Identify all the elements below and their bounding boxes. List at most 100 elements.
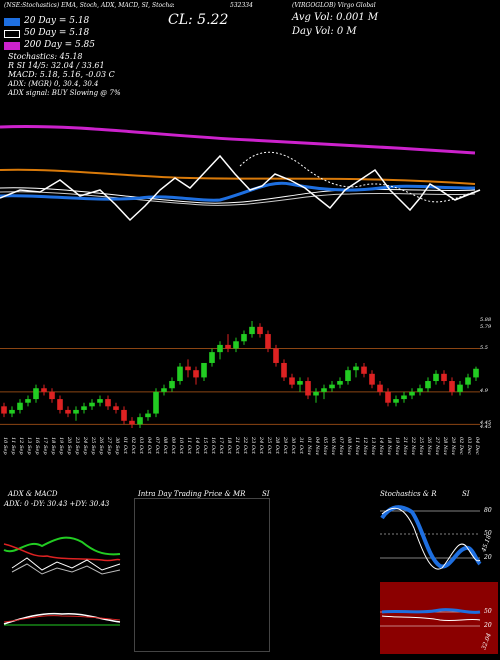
candle-down: [449, 381, 455, 392]
stochastic-signal-dotted: [239, 151, 481, 203]
date-tick-label: 28 Oct: [274, 436, 280, 455]
stochastic-line: [0, 154, 481, 222]
candle-up: [209, 352, 215, 363]
candle-up: [201, 362, 207, 378]
date-tick-label: 22 Oct: [242, 436, 248, 455]
stochastics-lines: [380, 505, 482, 570]
date-tick-label: 06 Nov: [330, 437, 336, 455]
candle-down: [65, 409, 71, 414]
date-tick-label: 04 Nov: [314, 437, 320, 455]
candle-up: [337, 381, 343, 385]
date-tick-label: 25 Oct: [266, 436, 272, 455]
candle-up: [145, 413, 151, 418]
stoch-si-label: SI: [462, 490, 470, 498]
date-tick-label: 07 Nov: [338, 437, 344, 455]
macd-panel: [2, 582, 122, 652]
si-lines: [380, 608, 481, 627]
candle-down: [257, 326, 263, 335]
date-tick-label: 16 Sep: [34, 437, 40, 455]
si-white-line: [381, 615, 481, 622]
price-scale-label: 4.45: [480, 420, 492, 427]
candle-up: [401, 395, 407, 400]
date-tick-label: 18 Oct: [226, 437, 232, 455]
si-20-label: 20: [484, 622, 492, 629]
candle-down: [57, 399, 63, 410]
info-stoch: Stochastics: 45.18: [8, 52, 83, 61]
date-tick-label: 23 Oct: [250, 436, 256, 455]
adx-lines: [3, 536, 121, 575]
adx-panel: ADX: 0 -DY: 30.43 +DY: 30.43: [2, 498, 122, 578]
candle-up: [465, 377, 471, 385]
candle-down: [41, 388, 47, 392]
date-tick-label: 14 Oct: [194, 437, 200, 455]
candle-up: [473, 368, 479, 378]
date-tick-label: 10 Sep: [2, 437, 8, 455]
legend-label-ema20: 20 Day = 5.18: [24, 16, 90, 26]
date-tick-label: 18 Nov: [386, 437, 392, 455]
intraday-si-label: SI: [262, 490, 270, 498]
date-tick-label: 14 Nov: [378, 437, 384, 455]
candle-up: [313, 391, 319, 396]
date-tick-label: 02 Dec: [458, 437, 464, 455]
stochastics-panel: 80 50 20 45.18: [380, 498, 498, 578]
ema20-line: [0, 181, 476, 202]
candle-down: [113, 406, 119, 410]
white-ema-line-2: [0, 191, 476, 206]
avg-vol: Avg Vol: 0.001 M: [292, 12, 379, 23]
date-tick-label: 20 Sep: [66, 436, 72, 455]
candle-down: [273, 348, 279, 363]
macd-red-line: [3, 615, 121, 623]
candle-down: [369, 373, 375, 385]
si-panel: 50 20 32.04: [380, 582, 498, 654]
candle-up: [393, 399, 399, 403]
candle-down: [265, 334, 271, 349]
ema-stochastic-chart: [0, 125, 481, 222]
date-tick-label: 11 Sep: [10, 437, 16, 455]
date-tick-label: 31 Oct: [298, 437, 304, 455]
adx-label: ADX: 0 -DY: 30.43 +DY: 30.43: [4, 500, 110, 508]
date-tick-label: 08 Nov: [346, 437, 352, 455]
date-tick-label: 28 Nov: [442, 436, 448, 455]
adx-white-line-1: [11, 557, 121, 571]
info-adx: ADX: (MGR) 0, 30.4, 30.4: [8, 80, 99, 88]
candle-up: [153, 391, 159, 414]
candle-down: [225, 344, 231, 349]
price-scale-label: 4.45: [480, 424, 492, 430]
ema200-line: [0, 125, 476, 155]
info-adx-signal: ADX signal: BUY Slowing @ 7%: [8, 89, 121, 97]
date-tick-label: 27 Sep: [106, 436, 112, 455]
candle-down: [105, 399, 111, 407]
legend-item-ema50: 50 Day = 5.18: [4, 28, 204, 40]
macd-white-line: [3, 612, 121, 625]
adx-panel-title: ADX & MACD: [8, 490, 58, 498]
adx-red-line: [3, 543, 121, 562]
date-tick-label: 19 Nov: [394, 437, 400, 455]
date-tick-label: 26 Nov: [426, 436, 432, 455]
price-scale: 5.88 5.79 5.5 4.9 4.45 4.45: [480, 312, 500, 432]
candle-down: [385, 391, 391, 403]
info-si: R SI 14/5: 32.04 / 33.61: [8, 61, 105, 70]
close-price: CL: 5.22: [168, 12, 229, 28]
candle-up: [177, 366, 183, 382]
candle-down: [441, 373, 447, 382]
white-ema-line-1: [0, 187, 476, 204]
legend-swatch-ema50: [4, 30, 20, 38]
adx-white-line-2: [11, 563, 121, 575]
date-tick-label: 30 Oct: [290, 437, 296, 455]
candle-up: [425, 381, 431, 389]
candle-up: [73, 409, 79, 414]
si-50-label: 50: [484, 608, 492, 615]
stoch-panel-title: Stochastics & R: [380, 490, 437, 498]
date-tick-label: 13 Nov: [370, 437, 376, 455]
date-tick-label: 01 Nov: [306, 437, 312, 455]
candle-up: [433, 373, 439, 382]
date-tick-label: 24 Oct: [258, 436, 264, 455]
candle-up: [353, 366, 359, 371]
legend-label-ema200: 200 Day = 5.85: [24, 40, 96, 50]
date-tick-label: 29 Oct: [282, 436, 288, 455]
candle-down: [193, 370, 199, 378]
stoch-20-label: 20: [484, 554, 492, 561]
date-tick-label: 21 Oct: [234, 436, 240, 455]
date-tick-label: 24 Sep: [82, 436, 88, 455]
date-tick-label: 19 Sep: [58, 437, 64, 455]
